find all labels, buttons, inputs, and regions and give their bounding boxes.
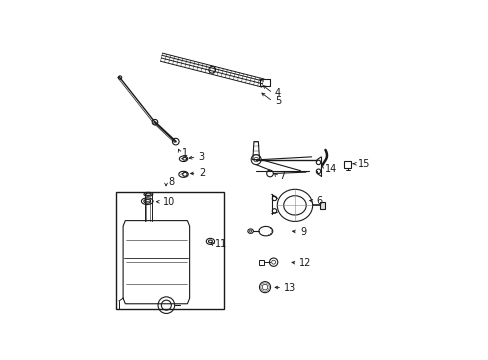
- Bar: [259, 260, 264, 265]
- Text: 15: 15: [357, 159, 370, 169]
- Text: 2: 2: [198, 168, 204, 179]
- Text: 11: 11: [215, 239, 227, 249]
- Text: 7: 7: [279, 171, 285, 181]
- Text: 10: 10: [163, 197, 175, 207]
- Text: 12: 12: [299, 258, 311, 268]
- Text: 6: 6: [316, 196, 322, 206]
- Text: 14: 14: [324, 164, 336, 174]
- Bar: [116, 192, 224, 309]
- Bar: [344, 161, 350, 168]
- Text: 13: 13: [284, 283, 296, 293]
- Text: 4: 4: [274, 88, 281, 98]
- Text: 8: 8: [168, 177, 174, 187]
- Text: 3: 3: [198, 152, 204, 162]
- Ellipse shape: [143, 192, 153, 196]
- Text: 5: 5: [274, 96, 281, 107]
- Bar: [319, 202, 324, 209]
- Text: 1: 1: [182, 148, 188, 158]
- Text: 9: 9: [299, 227, 305, 237]
